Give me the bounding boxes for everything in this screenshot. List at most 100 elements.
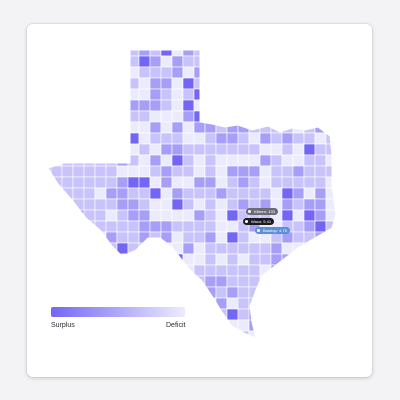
county-cell [215,330,228,338]
county-cell [50,143,63,156]
county-cell [160,77,173,90]
county-cell [50,275,63,288]
county-cell [127,286,140,299]
county-cell [116,88,129,101]
county-cell [105,187,118,200]
county-cell [248,176,261,189]
county-cell [83,176,96,189]
county-cell [83,165,96,178]
county-cell [105,330,118,338]
county-cell [193,308,206,321]
county-cell [83,253,96,266]
county-cell [303,99,316,112]
county-cell [138,286,151,299]
county-cell [149,66,162,79]
county-cell [105,176,118,189]
county-cell [237,286,250,299]
county-cell [116,132,129,145]
county-cell [292,209,305,222]
county-cell [182,220,195,233]
county-cell [337,122,348,133]
county-cell [193,275,206,288]
county-cell [281,176,294,189]
county-cell [83,66,96,79]
county-cell [127,264,140,277]
county-cell [270,264,283,277]
marker-killeen[interactable]: Killeen: 133 [246,208,278,215]
state-outline [47,49,337,339]
county-cell [281,198,294,211]
county-cell [138,66,151,79]
county-cell [303,209,316,222]
county-cell [127,220,140,233]
county-cell [281,242,294,255]
county-cell [72,110,85,123]
county-cell [48,242,52,255]
county-cell [337,45,348,56]
county-cell [204,264,217,277]
county-cell [303,330,316,338]
county-cell [149,143,162,156]
county-cell [281,143,294,156]
county-cell [138,187,151,200]
county-cell [325,66,336,79]
county-cell [50,242,63,255]
county-cell [94,121,107,134]
county-cell [337,67,348,78]
county-cell [193,319,206,332]
county-cell [270,319,283,332]
county-cell [314,198,327,211]
county-cell [303,154,316,167]
county-cell [149,209,162,222]
county-cell [303,187,316,200]
county-cell [182,187,195,200]
county-cell [292,66,305,79]
county-cell [105,253,118,266]
county-cell [281,132,294,145]
county-cell [83,55,96,68]
county-cell [48,275,52,288]
county-cell [94,154,107,167]
county-cell [259,330,272,338]
county-cell [204,66,217,79]
county-cell [237,275,250,288]
county-cell [337,166,348,177]
county-cell [149,198,162,211]
county-cell [48,198,52,211]
county-cell [182,209,195,222]
county-cell [72,220,85,233]
county-cell [237,143,250,156]
county-cell [314,165,327,178]
county-cell [337,342,348,353]
county-cell [72,286,85,299]
county-cell [105,264,118,277]
county-cell [139,342,150,353]
county-cell [270,132,283,145]
county-cell [83,132,96,145]
marker-bastrop[interactable]: Bastrop: 4.75 [255,227,290,234]
marker-waco[interactable]: Waco: 9.41 [243,218,275,225]
county-cell [61,154,74,167]
county-cell [83,275,96,288]
county-cell [314,275,327,288]
county-cell [226,55,239,68]
county-cell [149,242,162,255]
county-cell [237,176,250,189]
county-cell [127,198,140,211]
county-cell [204,198,217,211]
county-cell [61,286,74,299]
county-cell [237,165,250,178]
county-cell [193,330,206,338]
county-cell [160,275,173,288]
county-cell [160,264,173,277]
county-cell [48,176,52,189]
county-cell [83,143,96,156]
county-cell [171,66,184,79]
county-cell [314,132,327,145]
county-cell [193,154,206,167]
county-cell [259,66,272,79]
county-cell [149,121,162,134]
county-cell [127,330,140,338]
county-cell [270,242,283,255]
